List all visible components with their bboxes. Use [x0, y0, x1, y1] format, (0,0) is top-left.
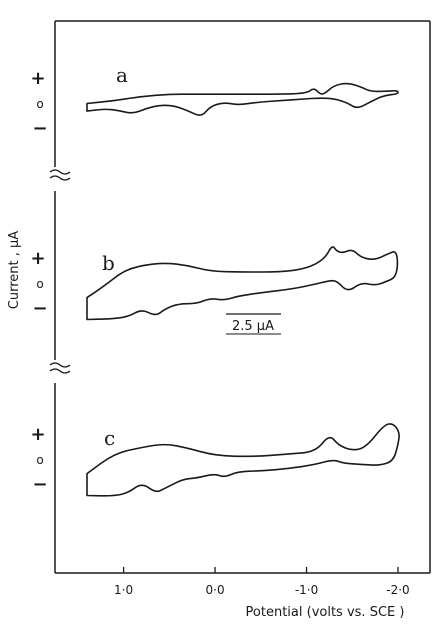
- x-tick-label: -2·0: [386, 583, 409, 597]
- x-tick-label: 0·0: [206, 583, 225, 597]
- y-mark-minus: −: [32, 474, 47, 495]
- voltammogram-trace-b: [86, 246, 399, 321]
- y-mark-zero: o: [36, 453, 43, 467]
- axis-break-2: [49, 362, 71, 374]
- traces: [86, 82, 400, 497]
- panel-label-b: b: [102, 251, 115, 275]
- scale-bar-label: 2.5 µA: [232, 319, 274, 334]
- scale-bar: 2.5 µA: [226, 313, 281, 335]
- panel-label-a: a: [116, 63, 128, 87]
- x-tick-label: 1·0: [114, 583, 133, 597]
- y-mark-plus: +: [30, 248, 45, 269]
- voltammogram-trace-a: [86, 82, 399, 116]
- y-mark-plus: +: [30, 424, 45, 445]
- y-mark-zero: o: [36, 97, 43, 111]
- panel-labels: + o − a + o − b + o − c: [30, 63, 128, 495]
- voltammogram-trace-c: [86, 423, 400, 497]
- y-mark-minus: −: [32, 118, 47, 139]
- x-tick-label: -1·0: [295, 583, 318, 597]
- panel-label-c: c: [104, 426, 115, 450]
- x-axis-title: Potential (volts vs. SCE ): [246, 605, 405, 620]
- y-mark-minus: −: [32, 298, 47, 319]
- x-axis-ticks: 1·0 0·0 -1·0 -2·0: [114, 567, 410, 597]
- y-mark-plus: +: [30, 68, 45, 89]
- y-axis-title: Current , µA: [7, 231, 22, 309]
- plot-frame: [54, 20, 431, 574]
- y-mark-zero: o: [36, 277, 43, 291]
- axis-break-1: [49, 169, 71, 181]
